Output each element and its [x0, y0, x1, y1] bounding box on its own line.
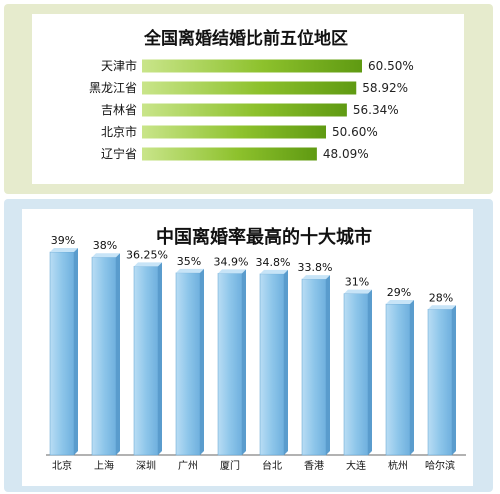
bottom-bar-top-face	[302, 275, 330, 280]
bottom-bar	[343, 293, 369, 456]
bottom-value-label: 35%	[177, 255, 201, 268]
bottom-bar	[49, 251, 75, 456]
bottom-bar-side-face	[368, 289, 372, 455]
top-value-label: 56.34%	[353, 103, 399, 117]
bottom-bar-side-face	[242, 269, 246, 455]
bottom-bar	[175, 272, 201, 456]
bottom-bar	[385, 303, 411, 456]
bottom-bar-top-face	[260, 269, 288, 274]
bottom-bar-side-face	[410, 300, 414, 455]
top-category-label: 北京市	[101, 124, 137, 139]
bottom-category-label: 香港	[304, 460, 324, 472]
bottom-bar-top-face	[218, 269, 246, 274]
bottom-bar-side-face	[200, 268, 204, 455]
bottom-bar	[259, 273, 285, 456]
bottom-bar	[427, 309, 453, 456]
top-bar	[142, 147, 317, 161]
bottom-bar-side-face	[284, 269, 288, 455]
bottom-category-label: 大连	[346, 459, 366, 472]
bottom-value-label: 28%	[429, 291, 453, 304]
bottom-bar-side-face	[158, 262, 162, 455]
bottom-category-label: 杭州	[388, 459, 408, 472]
top-value-label: 58.92%	[362, 81, 408, 95]
bottom-value-label: 36.25%	[126, 248, 168, 261]
top-category-label: 天津市	[101, 58, 137, 73]
bottom-bar-top-face	[386, 300, 414, 305]
bottom-bar-top-face	[50, 248, 78, 252]
bottom-chart-title: 中国离婚率最高的十大城市	[156, 226, 372, 248]
bottom-category-label: 哈尔滨	[425, 459, 455, 472]
bottom-bar-side-face	[116, 253, 120, 455]
bottom-bar-side-face	[452, 305, 456, 455]
top-value-label: 50.60%	[332, 125, 378, 139]
top-value-label: 60.50%	[368, 59, 414, 73]
bottom-value-label: 34.8%	[256, 256, 291, 269]
bottom-bar-side-face	[326, 275, 330, 455]
bottom-value-label: 31%	[345, 276, 369, 289]
bottom-category-label: 广州	[178, 460, 198, 472]
top-bar	[142, 81, 357, 95]
bottom-bar-top-face	[428, 305, 456, 310]
bottom-bar-top-face	[92, 253, 120, 258]
top-chart-title: 全国离婚结婚比前五位地区	[143, 28, 348, 49]
bottom-category-label: 厦门	[220, 459, 240, 472]
bottom-value-label: 34.9%	[214, 255, 249, 268]
top-bar	[142, 103, 347, 117]
bottom-value-label: 39%	[51, 234, 75, 247]
bottom-category-label: 上海	[94, 459, 114, 472]
bottom-bar-side-face	[74, 248, 78, 455]
top-chart-panel	[4, 4, 493, 194]
bottom-value-label: 38%	[93, 239, 117, 252]
bottom-bar-top-face	[344, 289, 372, 294]
bottom-bar	[301, 278, 327, 456]
bottom-bar	[217, 273, 243, 456]
bottom-bar	[133, 266, 159, 456]
top-bar	[142, 125, 326, 139]
top-category-label: 辽宁省	[101, 146, 137, 161]
bottom-bar	[91, 256, 117, 456]
top-category-label: 黑龙江省	[89, 81, 137, 95]
bottom-bar-top-face	[176, 268, 204, 273]
bottom-value-label: 29%	[387, 286, 411, 299]
bottom-bar-top-face	[134, 262, 162, 267]
top-value-label: 48.09%	[323, 147, 369, 161]
top-bar	[142, 59, 362, 73]
bottom-category-label: 台北	[262, 459, 282, 472]
bottom-value-label: 33.8%	[298, 261, 333, 274]
bottom-category-label: 深圳	[136, 460, 156, 472]
bottom-category-label: 北京	[52, 459, 72, 472]
top-category-label: 吉林省	[101, 103, 137, 117]
